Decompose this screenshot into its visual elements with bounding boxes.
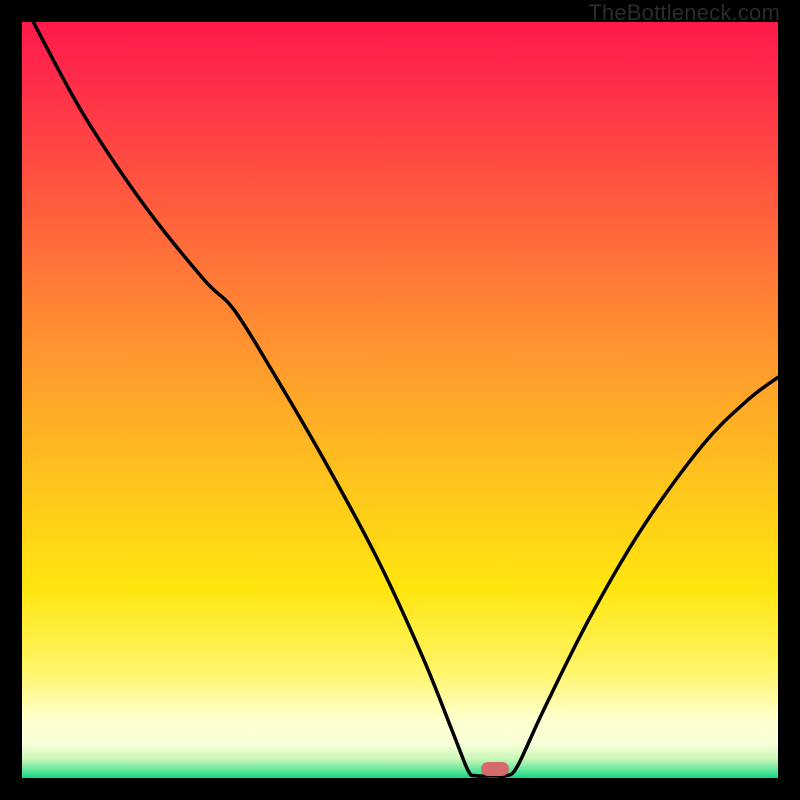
watermark-label: TheBottleneck.com <box>588 0 780 26</box>
optimal-marker <box>481 762 509 776</box>
bottleneck-curve <box>22 22 778 778</box>
plot-area <box>22 22 778 778</box>
